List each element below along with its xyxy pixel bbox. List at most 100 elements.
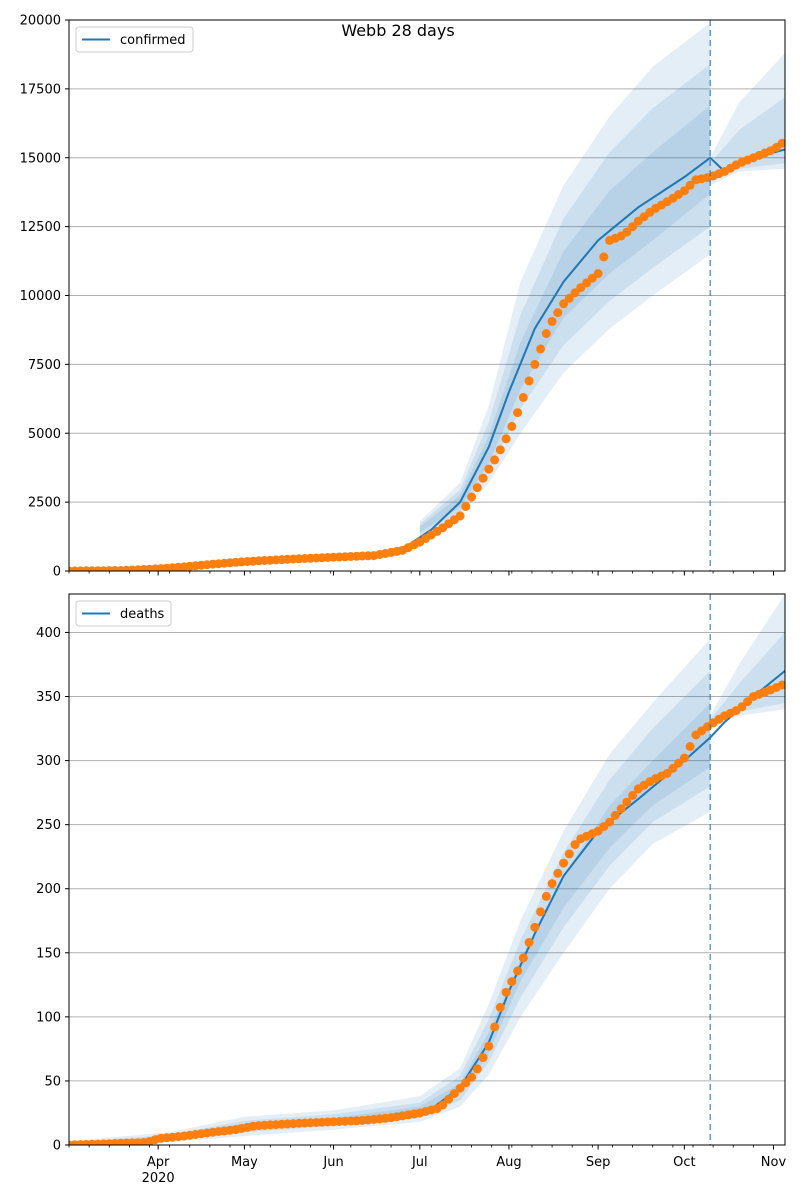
- observed-point: [495, 445, 505, 455]
- observed-point: [461, 1078, 471, 1088]
- y-tick-label: 7500: [28, 358, 61, 373]
- observed-point: [472, 483, 482, 493]
- observed-point: [547, 879, 557, 889]
- y-tick-label: 20000: [20, 14, 61, 29]
- observed-point: [685, 180, 695, 190]
- x-year-label: 2020: [142, 1171, 175, 1186]
- y-tick-label: 200: [36, 882, 61, 897]
- chart-panel-confirmed: 0 2500 5000 7500 10000 12500 15000 17500 20000 co…: [20, 14, 786, 580]
- observed-point: [541, 891, 551, 901]
- observed-point: [524, 938, 534, 947]
- observed-point: [455, 1083, 465, 1093]
- observed-point: [478, 1053, 488, 1063]
- y-tick-label: 300: [36, 754, 61, 769]
- observed-point: [685, 742, 695, 751]
- observed-point: [513, 408, 523, 418]
- legend: confirmed: [75, 26, 194, 53]
- observed-point: [616, 804, 626, 814]
- observed-point: [777, 138, 785, 148]
- x-tick-label: Oct: [673, 1155, 695, 1170]
- observed-point: [674, 758, 684, 768]
- observed-point: [599, 252, 609, 262]
- legend-label: confirmed: [120, 33, 186, 48]
- observed-point: [518, 392, 528, 402]
- observed-point: [484, 1041, 494, 1051]
- x-tick-label: Jun: [322, 1155, 343, 1170]
- observed-point: [449, 1089, 459, 1099]
- x-tick-label: May: [231, 1155, 258, 1170]
- observed-point: [438, 1100, 448, 1110]
- observed-point: [530, 359, 540, 369]
- observed-point: [668, 763, 678, 773]
- observed-point: [622, 227, 632, 237]
- y-tick-label: 0: [53, 565, 61, 580]
- observed-point: [610, 810, 620, 820]
- y-tick-label: 2500: [28, 496, 61, 511]
- x-tick-label: Jul: [411, 1155, 428, 1170]
- x-tick-label: Aug: [496, 1155, 521, 1170]
- y-tick-label: 10000: [20, 289, 61, 304]
- uncertainty-band: [710, 632, 785, 728]
- axes-frame: [68, 19, 786, 572]
- observed-point: [467, 492, 477, 502]
- observed-point: [559, 858, 569, 868]
- x-tick-label: Nov: [761, 1155, 787, 1170]
- y-tick-label: 15000: [20, 151, 61, 166]
- observed-point: [777, 680, 785, 690]
- legend: deaths: [75, 600, 172, 627]
- observed-point: [743, 697, 753, 707]
- observed-point: [570, 840, 580, 850]
- uncertainty-band: [419, 105, 711, 533]
- x-tick-label: Apr: [147, 1155, 170, 1170]
- observed-point: [605, 817, 615, 827]
- y-tick-label: 400: [36, 626, 61, 641]
- observed-point: [679, 753, 689, 763]
- observed-point: [478, 473, 488, 483]
- observed-point: [564, 293, 574, 303]
- uncertainty-band: [69, 670, 711, 1145]
- observed-point: [461, 502, 471, 511]
- observed-point: [524, 376, 534, 386]
- observed-point: [553, 308, 563, 318]
- observed-point: [662, 768, 672, 778]
- y-tick-label: 150: [36, 946, 61, 961]
- legend-label: deaths: [120, 607, 165, 622]
- observed-point: [472, 1064, 482, 1074]
- y-tick-label: 250: [36, 818, 61, 833]
- observed-point: [495, 1002, 505, 1012]
- y-tick-label: 12500: [20, 220, 61, 235]
- observed-point: [444, 1094, 454, 1104]
- figure-title: Webb 28 days: [341, 21, 454, 40]
- observed-point: [507, 421, 517, 431]
- observed-point: [541, 329, 551, 338]
- plot-area: [69, 22, 785, 571]
- y-tick-label: 350: [36, 690, 61, 705]
- observed-point: [593, 269, 603, 278]
- observed-point: [501, 434, 511, 444]
- uncertainty-band: [69, 638, 711, 1145]
- y-tick-label: 5000: [28, 427, 61, 442]
- plot-area: [69, 594, 785, 1145]
- y-tick-label: 17500: [20, 82, 61, 97]
- observed-point: [737, 702, 747, 712]
- legend-box: [75, 26, 194, 53]
- observed-point: [628, 790, 638, 800]
- observed-point: [501, 987, 511, 997]
- y-tick-label: 0: [53, 1139, 61, 1154]
- observed-point: [467, 1072, 477, 1082]
- observed-point: [559, 299, 569, 309]
- observed-point: [536, 907, 546, 917]
- observed-point: [455, 511, 465, 521]
- observed-point: [564, 849, 574, 859]
- observed-point: [553, 868, 563, 878]
- observed-point: [547, 316, 557, 326]
- legend-box: [75, 600, 172, 627]
- observed-point: [513, 966, 523, 976]
- observed-point: [628, 222, 638, 232]
- y-tick-label: 50: [44, 1074, 61, 1089]
- observed-point: [536, 344, 546, 354]
- observed-point: [679, 186, 689, 196]
